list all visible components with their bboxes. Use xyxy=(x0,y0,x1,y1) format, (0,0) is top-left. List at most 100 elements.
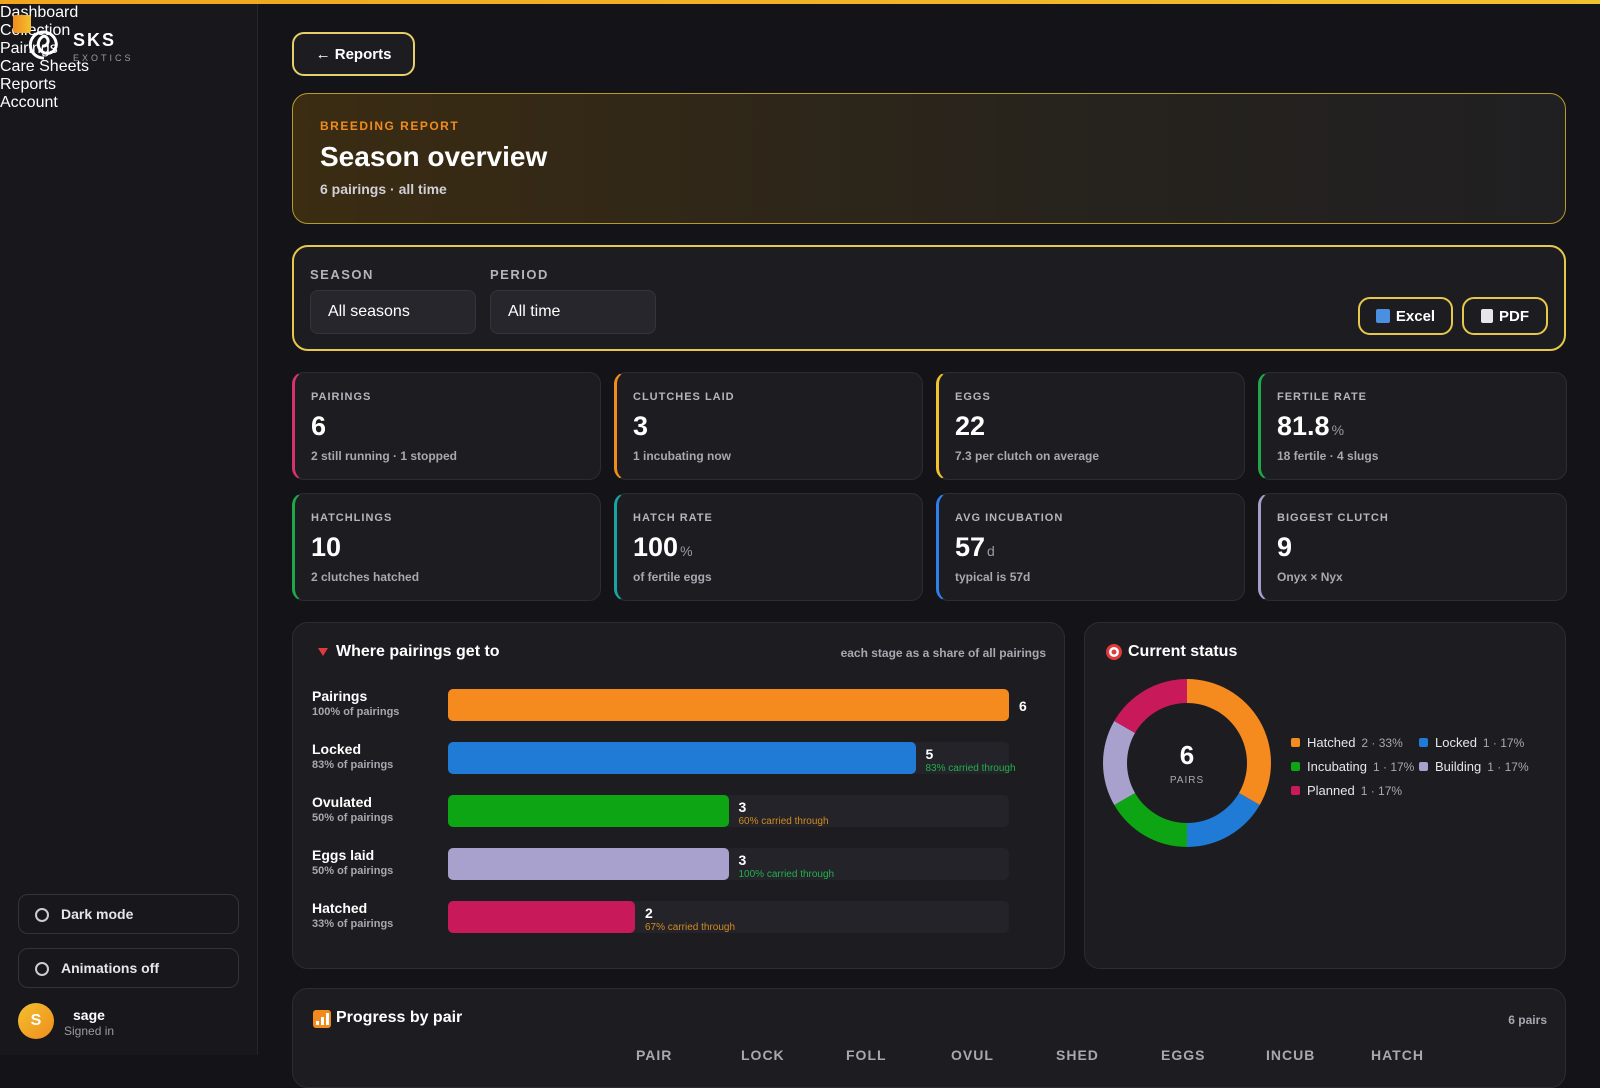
nav-label: Care Sheets xyxy=(0,58,89,75)
stat-value-row: 10 xyxy=(311,532,341,563)
pdf-button[interactable]: PDF xyxy=(1462,297,1548,335)
column-header: LOCK xyxy=(741,1047,785,1063)
bar-count: 6 xyxy=(1019,698,1027,714)
stat-note: Onyx × Nyx xyxy=(1277,570,1343,584)
brand: SKS xyxy=(73,30,117,50)
stat-note: 7.3 per clutch on average xyxy=(955,449,1100,463)
funnel-panel: Where pairings get to each stage as a sh… xyxy=(292,622,1065,969)
excel-label: Excel xyxy=(1395,307,1436,325)
nav-item[interactable]: Reports xyxy=(0,15,257,94)
avatar: S xyxy=(18,1003,54,1039)
stage-share: 50% of pairings xyxy=(312,812,394,824)
bar-count: 5 xyxy=(925,746,934,762)
user-status: Signed in xyxy=(64,1024,115,1038)
toggle[interactable]: Dark mode xyxy=(18,894,239,934)
stat-card: PAIRINGS 6 2 still running · 1 stopped xyxy=(292,372,601,480)
logo xyxy=(28,30,58,60)
stat-note: 1 incubating now xyxy=(633,449,731,463)
stat-note: 18 fertile · 4 slugs xyxy=(1277,449,1379,463)
nav-item[interactable]: Dashboard xyxy=(0,4,257,33)
stat-unit: d xyxy=(987,543,995,559)
status-panel: Current status Hatched 2 · 33% Locked 1 · 1… xyxy=(1084,622,1566,969)
column-header: SHED xyxy=(1056,1047,1099,1063)
stat-unit: % xyxy=(680,543,693,559)
legend-value: 1 · 17% xyxy=(1487,760,1529,774)
stage-name: Eggs laid xyxy=(312,847,375,863)
stat-label: HATCHLINGS xyxy=(311,512,393,524)
excel-button[interactable]: Excel xyxy=(1358,297,1453,335)
status-title: Current status xyxy=(1128,643,1238,660)
donut-segment xyxy=(1114,793,1187,847)
stage-name: Ovulated xyxy=(312,794,372,810)
legend-name: Planned xyxy=(1307,783,1355,798)
donut-total: 6 xyxy=(1180,740,1194,770)
legend-swatch xyxy=(1291,762,1300,771)
stat-card: HATCH RATE 100% of fertile eggs xyxy=(614,493,923,601)
bar xyxy=(448,848,729,880)
donut-chart: Hatched 2 · 33% Locked 1 · 17% Incubating 1 ·… xyxy=(1103,679,1529,847)
column-header: FOLL xyxy=(846,1047,887,1063)
donut-segment xyxy=(1187,679,1271,805)
back-button[interactable]: ← Reports xyxy=(292,32,415,76)
stat-value-row: 81.8% xyxy=(1277,411,1344,442)
nav-label: Account xyxy=(0,94,58,111)
stat-note: typical is 57d xyxy=(955,570,1031,584)
legend-name: Building xyxy=(1435,759,1481,774)
stat-value: 100 xyxy=(633,532,679,562)
legend-value: 1 · 17% xyxy=(1361,784,1403,798)
excel-icon xyxy=(1375,309,1390,323)
stat-label: FERTILE RATE xyxy=(1277,391,1368,403)
stat-value: 22 xyxy=(955,411,986,441)
stat-value-row: 9 xyxy=(1277,532,1292,563)
bar-count: 2 xyxy=(645,905,653,921)
nav-icon xyxy=(13,15,31,33)
column-header: EGGS xyxy=(1161,1047,1206,1063)
stat-label: EGGS xyxy=(955,391,991,403)
donut-segment xyxy=(1187,793,1260,847)
stat-note: 2 still running · 1 stopped xyxy=(311,449,458,463)
legend-value: 1 · 17% xyxy=(1373,760,1415,774)
nav-item[interactable]: Account xyxy=(0,15,257,112)
stat-value-row: 57 d xyxy=(955,532,995,563)
stage-share: 100% of pairings xyxy=(312,706,400,718)
funnel-icon xyxy=(318,648,328,656)
stage-share: 33% of pairings xyxy=(312,918,394,930)
stat-value: 10 xyxy=(311,532,342,562)
period-label: PERIOD xyxy=(490,267,549,282)
stat-unit: % xyxy=(1331,422,1345,438)
stat-value: 9 xyxy=(1277,532,1293,562)
bar-count: 3 xyxy=(738,852,747,868)
bar xyxy=(448,742,916,774)
stat-value-row: 6 xyxy=(311,411,326,442)
donut-segment xyxy=(1114,679,1187,733)
stat-card: FERTILE RATE 81.8% 18 fertile · 4 slugs xyxy=(1258,372,1567,480)
brand-sub: EXOTICS xyxy=(73,53,134,63)
nav-label: Reports xyxy=(0,76,57,93)
pdf-label: PDF xyxy=(1499,307,1529,325)
progress-panel: Progress by pair 6 pairs PAIR LOCK FOLL OVU… xyxy=(292,988,1566,1088)
stat-note: 2 clutches hatched xyxy=(311,570,420,584)
accent-bar xyxy=(0,0,1600,4)
stat-value: 57 xyxy=(955,532,986,562)
stat-value: 3 xyxy=(633,411,649,441)
toggle-label: Dark mode xyxy=(61,906,134,922)
progress-note: 6 pairs xyxy=(1508,1013,1547,1027)
donut-total-label: PAIRS xyxy=(1170,775,1204,786)
stat-value-row: 100% xyxy=(633,532,693,563)
hero-subtitle: 6 pairings · all time xyxy=(320,181,447,197)
legend-name: Locked xyxy=(1435,735,1477,750)
stage-name: Hatched xyxy=(312,900,368,916)
stat-card: AVG INCUBATION 57 d typical is 57d xyxy=(936,493,1245,601)
donut-segment xyxy=(1103,721,1136,805)
stat-value: 81.8 xyxy=(1277,411,1330,441)
legend-name: Incubating xyxy=(1307,759,1367,774)
toggle[interactable]: Animations off xyxy=(18,948,239,988)
column-header: HATCH xyxy=(1371,1047,1424,1063)
column-header: OVUL xyxy=(951,1047,994,1063)
bar xyxy=(448,689,1009,721)
season-select[interactable]: All seasons xyxy=(310,290,476,334)
hero-title: Season overview xyxy=(320,141,548,172)
toggle-icon xyxy=(35,908,49,922)
period-select[interactable]: All time xyxy=(490,290,656,334)
stat-card: BIGGEST CLUTCH 9 Onyx × Nyx xyxy=(1258,493,1567,601)
